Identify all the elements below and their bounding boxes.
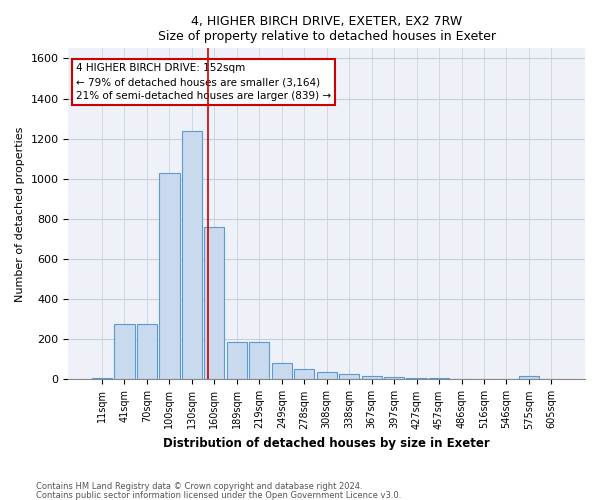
Text: 4 HIGHER BIRCH DRIVE: 152sqm
← 79% of detached houses are smaller (3,164)
21% of: 4 HIGHER BIRCH DRIVE: 152sqm ← 79% of de… bbox=[76, 63, 331, 101]
X-axis label: Distribution of detached houses by size in Exeter: Distribution of detached houses by size … bbox=[163, 437, 490, 450]
Text: Contains public sector information licensed under the Open Government Licence v3: Contains public sector information licen… bbox=[36, 490, 401, 500]
Bar bbox=[115, 324, 134, 380]
Text: Contains HM Land Registry data © Crown copyright and database right 2024.: Contains HM Land Registry data © Crown c… bbox=[36, 482, 362, 491]
Y-axis label: Number of detached properties: Number of detached properties bbox=[15, 126, 25, 302]
Bar bbox=[227, 342, 247, 380]
Bar bbox=[92, 378, 112, 380]
Bar bbox=[294, 370, 314, 380]
Title: 4, HIGHER BIRCH DRIVE, EXETER, EX2 7RW
Size of property relative to detached hou: 4, HIGHER BIRCH DRIVE, EXETER, EX2 7RW S… bbox=[158, 15, 496, 43]
Bar bbox=[204, 227, 224, 380]
Bar bbox=[429, 378, 449, 380]
Bar bbox=[384, 378, 404, 380]
Bar bbox=[406, 378, 427, 380]
Bar bbox=[182, 130, 202, 380]
Bar bbox=[272, 364, 292, 380]
Bar bbox=[249, 342, 269, 380]
Bar bbox=[317, 372, 337, 380]
Bar bbox=[137, 324, 157, 380]
Bar bbox=[159, 173, 179, 380]
Bar bbox=[339, 374, 359, 380]
Bar bbox=[519, 376, 539, 380]
Bar bbox=[362, 376, 382, 380]
